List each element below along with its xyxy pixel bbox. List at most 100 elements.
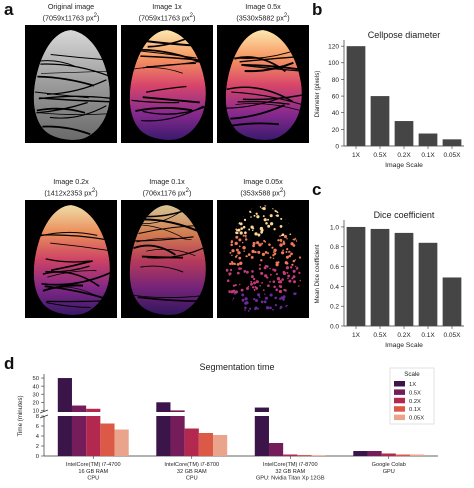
leaf-cell	[227, 212, 230, 215]
leaf-cell	[252, 277, 256, 281]
leaf-vein	[142, 96, 200, 104]
leaf-cell	[252, 244, 255, 248]
x-tick-label: IntelCore(TM) i7-4700	[66, 462, 121, 468]
bar-0.05X	[442, 277, 462, 326]
leaf-cell	[297, 301, 300, 304]
leaf-cell	[237, 212, 239, 215]
x-tick-label: Google Colab	[372, 462, 406, 468]
leaf-cell	[237, 228, 241, 232]
leaf-cell	[250, 275, 254, 279]
leaf-vein	[142, 104, 206, 115]
leaf-cell	[290, 242, 294, 246]
bar-0.2X	[184, 428, 199, 456]
leaf-cell	[253, 281, 256, 284]
leaf-vein	[41, 269, 110, 286]
leaf-cell	[267, 224, 271, 228]
leaf-cell	[244, 231, 247, 235]
leaf-cell	[287, 205, 290, 207]
leaf-cell	[295, 233, 297, 235]
leaf-cell	[228, 311, 231, 314]
leaf-cell	[300, 211, 302, 214]
leaf-cell	[276, 277, 281, 281]
bar-0.1X	[418, 242, 438, 326]
leaf-vein	[146, 248, 196, 257]
y-tick-label: 0.6	[330, 264, 339, 271]
leaf-cell	[256, 215, 259, 218]
leaf-cell	[281, 296, 285, 300]
leaf-cell	[272, 207, 274, 210]
leaf-cell	[238, 222, 241, 225]
chart-title: Dice coefficient	[374, 210, 435, 220]
leaf-vein	[42, 125, 91, 136]
chart-cellpose-diameter: Cellpose diameter 0 20 40 60 80 100 120 1X 0.5X 0.…	[314, 30, 464, 169]
leaf-cell	[289, 233, 292, 236]
leaf-cell	[282, 242, 286, 245]
leaf-cell	[251, 249, 255, 254]
leaf-vein	[244, 61, 294, 73]
leaf-cell	[265, 296, 268, 300]
leaf-cell	[273, 285, 276, 289]
leaf-cell	[250, 255, 254, 259]
y-tick-label: 40	[332, 110, 340, 117]
leaf-cell	[228, 209, 232, 213]
leaf-cell	[277, 205, 281, 208]
leaf-cell	[281, 278, 284, 281]
leaf-vein	[42, 271, 100, 287]
leaf-vein	[42, 284, 84, 292]
leaf-cell	[246, 270, 249, 274]
leaf-vein	[34, 91, 89, 99]
image-caption: Image 0.1x (706x1176 px2)	[142, 177, 192, 197]
leaf-cell	[248, 205, 252, 207]
leaf-cell	[238, 245, 241, 248]
leaf-cell	[283, 214, 287, 218]
leaf-cell	[234, 224, 238, 228]
leaf-vein	[36, 101, 88, 114]
leaf-cell	[298, 213, 302, 217]
leaf-cell	[226, 232, 230, 236]
leaf-cell	[298, 256, 302, 259]
leaf-cell	[240, 288, 244, 292]
bar-0.1X	[395, 454, 411, 456]
leaf-cell	[282, 249, 284, 252]
leaf-cell	[301, 300, 302, 303]
leaf-cell	[302, 287, 304, 289]
leaf-cell	[287, 221, 291, 224]
leaf-cell	[242, 246, 246, 250]
leaf-cell	[228, 272, 231, 275]
leaf-svg	[33, 30, 110, 140]
leaf-cell	[266, 276, 269, 279]
leaf-cell	[227, 290, 231, 294]
leaf-cell	[292, 238, 294, 241]
leaf-svg	[129, 30, 206, 140]
leaf-cell	[236, 263, 240, 266]
leaf-svg	[225, 30, 302, 140]
leaf-cell	[263, 239, 266, 242]
leaf-cell	[275, 263, 279, 267]
leaf-cell	[279, 297, 282, 300]
y-tick-label: 80	[332, 77, 340, 84]
y-tick-label: 4	[36, 434, 40, 440]
leaf-cell	[234, 284, 237, 287]
bar-0.2X-upper	[86, 408, 101, 412]
leaf-cell	[275, 288, 278, 292]
leaf-cell	[258, 243, 262, 247]
leaf-cell	[266, 265, 269, 268]
leaf-cell	[243, 250, 245, 252]
leaf-cell	[234, 205, 237, 206]
leaf-vein	[45, 265, 90, 273]
legend-swatch-0.05X	[394, 414, 405, 421]
leaf-cell	[292, 259, 296, 263]
bar-1X-lower	[57, 416, 72, 456]
leaf-cell	[234, 308, 238, 312]
leaf-cell	[248, 228, 251, 231]
leaf-cell	[241, 298, 245, 302]
bar-0.5X-upper	[71, 405, 87, 412]
leaf-vein	[226, 86, 294, 103]
leaf-cell	[278, 289, 283, 294]
image-caption: Image 0.2x (1412x2353 px2)	[44, 177, 98, 197]
leaf-cell	[288, 210, 291, 214]
leaf-cell	[285, 266, 290, 270]
leaf-cell	[234, 228, 237, 230]
leaf-cell	[262, 207, 266, 211]
bar-0.2X	[394, 121, 414, 146]
